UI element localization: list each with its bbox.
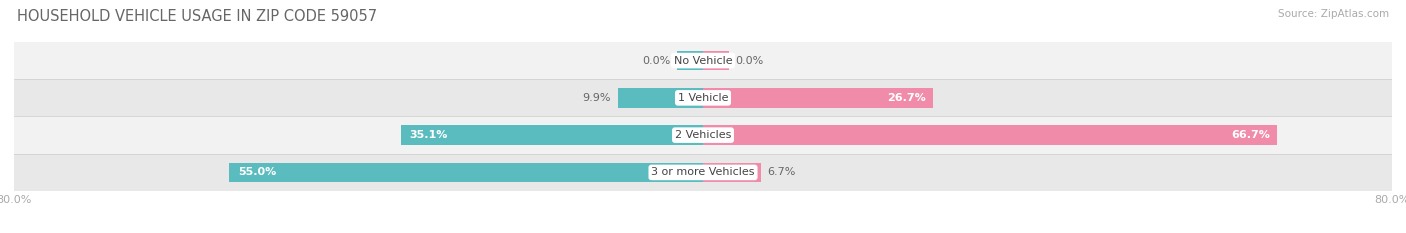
Text: 26.7%: 26.7% [887,93,927,103]
Text: 0.0%: 0.0% [643,56,671,65]
Text: HOUSEHOLD VEHICLE USAGE IN ZIP CODE 59057: HOUSEHOLD VEHICLE USAGE IN ZIP CODE 5905… [17,9,377,24]
Text: 3 or more Vehicles: 3 or more Vehicles [651,168,755,177]
Text: 2 Vehicles: 2 Vehicles [675,130,731,140]
Text: Source: ZipAtlas.com: Source: ZipAtlas.com [1278,9,1389,19]
Text: 66.7%: 66.7% [1232,130,1271,140]
Text: 55.0%: 55.0% [238,168,276,177]
Bar [14,42,1392,79]
Bar [14,116,1392,154]
Bar [678,51,703,70]
Bar [14,154,1392,191]
Bar [703,88,934,108]
Bar [229,163,703,182]
Text: 35.1%: 35.1% [409,130,447,140]
Text: 6.7%: 6.7% [768,168,796,177]
Bar [14,79,1392,116]
Text: 0.0%: 0.0% [735,56,763,65]
Bar [617,88,703,108]
Bar [401,125,703,145]
Text: 9.9%: 9.9% [582,93,610,103]
Bar [703,125,1278,145]
Text: No Vehicle: No Vehicle [673,56,733,65]
Bar [703,163,761,182]
Text: 1 Vehicle: 1 Vehicle [678,93,728,103]
Bar [703,51,728,70]
